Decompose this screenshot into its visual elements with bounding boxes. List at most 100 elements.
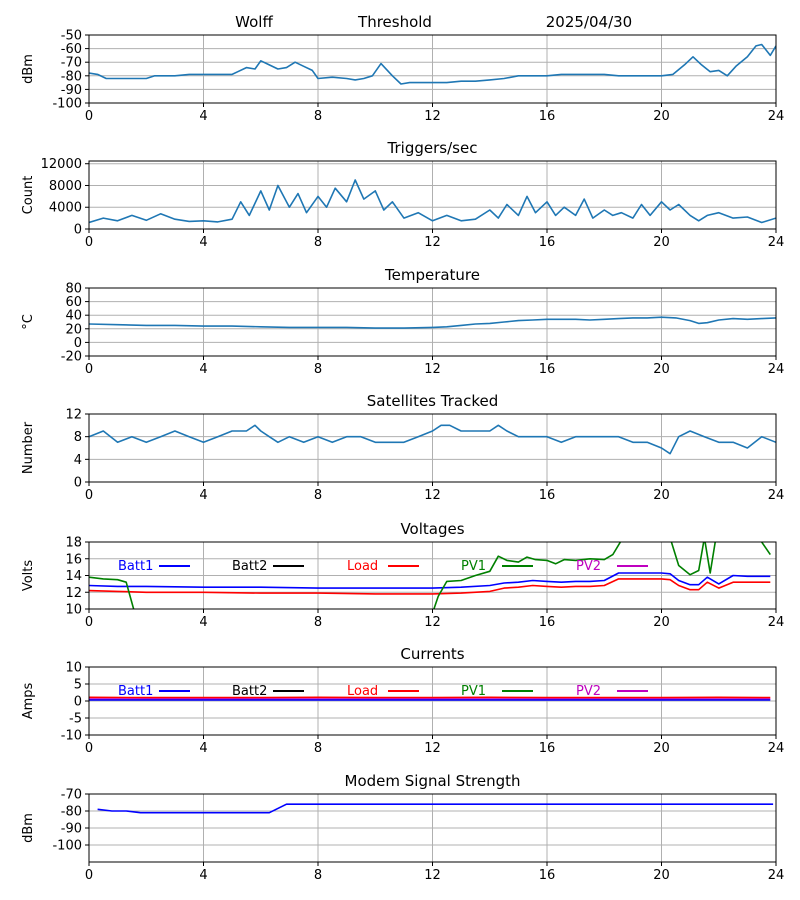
threshold-xtick-label: 0: [85, 109, 93, 124]
triggers-xtick-label: 8: [314, 235, 322, 250]
modem-ytick-label: -100: [52, 839, 82, 854]
currents-ytick-label: -10: [61, 729, 82, 744]
threshold-ytick-label: -90: [61, 83, 82, 98]
modem-ylabel: dBm: [21, 813, 36, 843]
currents-legend-pv2-label: PV2: [576, 684, 601, 699]
temperature-ytick-label: -20: [61, 350, 82, 365]
voltages-xtick-label: 0: [85, 615, 93, 630]
currents-xtick-label: 16: [539, 741, 556, 756]
triggers-xtick-label: 20: [653, 235, 670, 250]
threshold-xtick-label: 16: [539, 109, 556, 124]
satellites-ytick-label: 8: [74, 430, 82, 445]
threshold-ytick-label: -80: [61, 69, 82, 84]
temperature-title: Temperature: [384, 266, 480, 284]
triggers-xtick-label: 0: [85, 235, 93, 250]
currents-xtick-label: 8: [314, 741, 322, 756]
currents-legend-batt2-label: Batt2: [232, 684, 267, 699]
voltages-ytick-label: 18: [65, 536, 82, 551]
triggers-xtick-label: 4: [199, 235, 207, 250]
triggers-xtick-label: 24: [768, 235, 785, 250]
modem-panel: 0 4 8 12 16 20 24 -100 -90 -80 -70 dBm Modem Signal …: [21, 772, 784, 883]
currents-xtick-label: 24: [768, 741, 785, 756]
voltages-xtick-label: 24: [768, 615, 785, 630]
voltages-ytick-label: 14: [65, 569, 82, 584]
voltages-ytick-label: 12: [65, 586, 82, 601]
voltages-series-group: [89, 542, 771, 609]
temperature-xtick-label: 20: [653, 362, 670, 377]
satellites-xtick-label: 24: [768, 488, 785, 503]
temperature-ylabel: °C: [21, 314, 36, 330]
currents-series-group: [89, 696, 771, 701]
modem-series-group: [97, 803, 774, 814]
voltages-xtick-label: 4: [199, 615, 207, 630]
date-label: 2025/04/30: [546, 13, 632, 31]
satellites-ytick-label: 12: [65, 408, 82, 423]
temperature-ytick-label: 20: [65, 322, 82, 337]
modem-xtick-label: 0: [85, 868, 93, 883]
triggers-series-group: [89, 179, 776, 224]
currents-ytick-label: -5: [69, 712, 82, 727]
voltages-ytick-label: 16: [65, 552, 82, 567]
modem-ytick-label: -80: [61, 805, 82, 820]
temperature-ytick-label: 0: [74, 336, 82, 351]
currents-ytick-label: 10: [65, 661, 82, 676]
currents-legend-batt1-label: Batt1: [118, 684, 153, 699]
threshold-ylabel: dBm: [21, 54, 36, 84]
satellites-xtick-label: 12: [424, 488, 441, 503]
modem-ytick-label: -90: [61, 822, 82, 837]
threshold-ytick-label: -70: [61, 56, 82, 71]
modem-ytick-label: -70: [61, 788, 82, 803]
satellites-panel: 0 4 8 12 16 20 24 0 4 8 12 Number Satellites Tracked: [21, 392, 784, 503]
temperature-ytick-label: 80: [65, 282, 82, 297]
triggers-ytick-label: 0: [74, 223, 82, 238]
station-name: Wolff: [235, 13, 273, 31]
voltages-ytick-label: 10: [65, 603, 82, 618]
satellites-series-group: [89, 424, 776, 455]
satellites-xtick-label: 20: [653, 488, 670, 503]
modem-title: Modem Signal Strength: [345, 772, 521, 790]
satellites-xtick-label: 8: [314, 488, 322, 503]
voltages-xtick-label: 12: [424, 615, 441, 630]
satellites-xtick-label: 0: [85, 488, 93, 503]
triggers-ytick-label: 12000: [41, 157, 82, 172]
triggers-series-line: [89, 179, 776, 224]
threshold-title: Threshold: [357, 13, 432, 31]
threshold-panel: 0 4 8 12 16 20 24 -100-90-80-70-60-50 dBm: [21, 29, 784, 125]
currents-ytick-label: 5: [74, 678, 82, 693]
currents-legend-load-label: Load: [347, 684, 378, 699]
voltages-legend-pv2-label: PV2: [576, 559, 601, 574]
temperature-xtick-label: 4: [199, 362, 207, 377]
threshold-xtick-label: 8: [314, 109, 322, 124]
modem-xtick-label: 4: [199, 868, 207, 883]
threshold-xtick-label: 4: [199, 109, 207, 124]
satellites-series-line: [89, 424, 776, 455]
currents-xtick-label: 0: [85, 741, 93, 756]
voltages-ylabel: Volts: [21, 560, 36, 592]
triggers-ytick-label: 4000: [49, 201, 82, 216]
voltages-legend-batt2-label: Batt2: [232, 559, 267, 574]
temperature-xtick-label: 12: [424, 362, 441, 377]
threshold-xtick-label: 12: [424, 109, 441, 124]
triggers-title: Triggers/sec: [387, 139, 478, 157]
satellites-ytick-label: 0: [74, 476, 82, 491]
modem-xtick-label: 24: [768, 868, 785, 883]
voltages-legend-batt1-label: Batt1: [118, 559, 153, 574]
voltages-batt1-line: [89, 572, 771, 589]
temperature-xtick-label: 0: [85, 362, 93, 377]
modem-xtick-label: 16: [539, 868, 556, 883]
threshold-series-line: [89, 43, 776, 85]
voltages-title: Voltages: [400, 520, 464, 538]
threshold-ytick-label: -60: [61, 42, 82, 57]
triggers-panel: 0 4 8 12 16 20 24 0 4000 8000 12000 Count Triggers/s…: [21, 139, 784, 250]
satellites-xtick-label: 16: [539, 488, 556, 503]
currents-xtick-label: 4: [199, 741, 207, 756]
satellites-title: Satellites Tracked: [367, 392, 498, 410]
modem-xtick-label: 8: [314, 868, 322, 883]
currents-title: Currents: [400, 645, 464, 663]
temperature-xtick-label: 16: [539, 362, 556, 377]
